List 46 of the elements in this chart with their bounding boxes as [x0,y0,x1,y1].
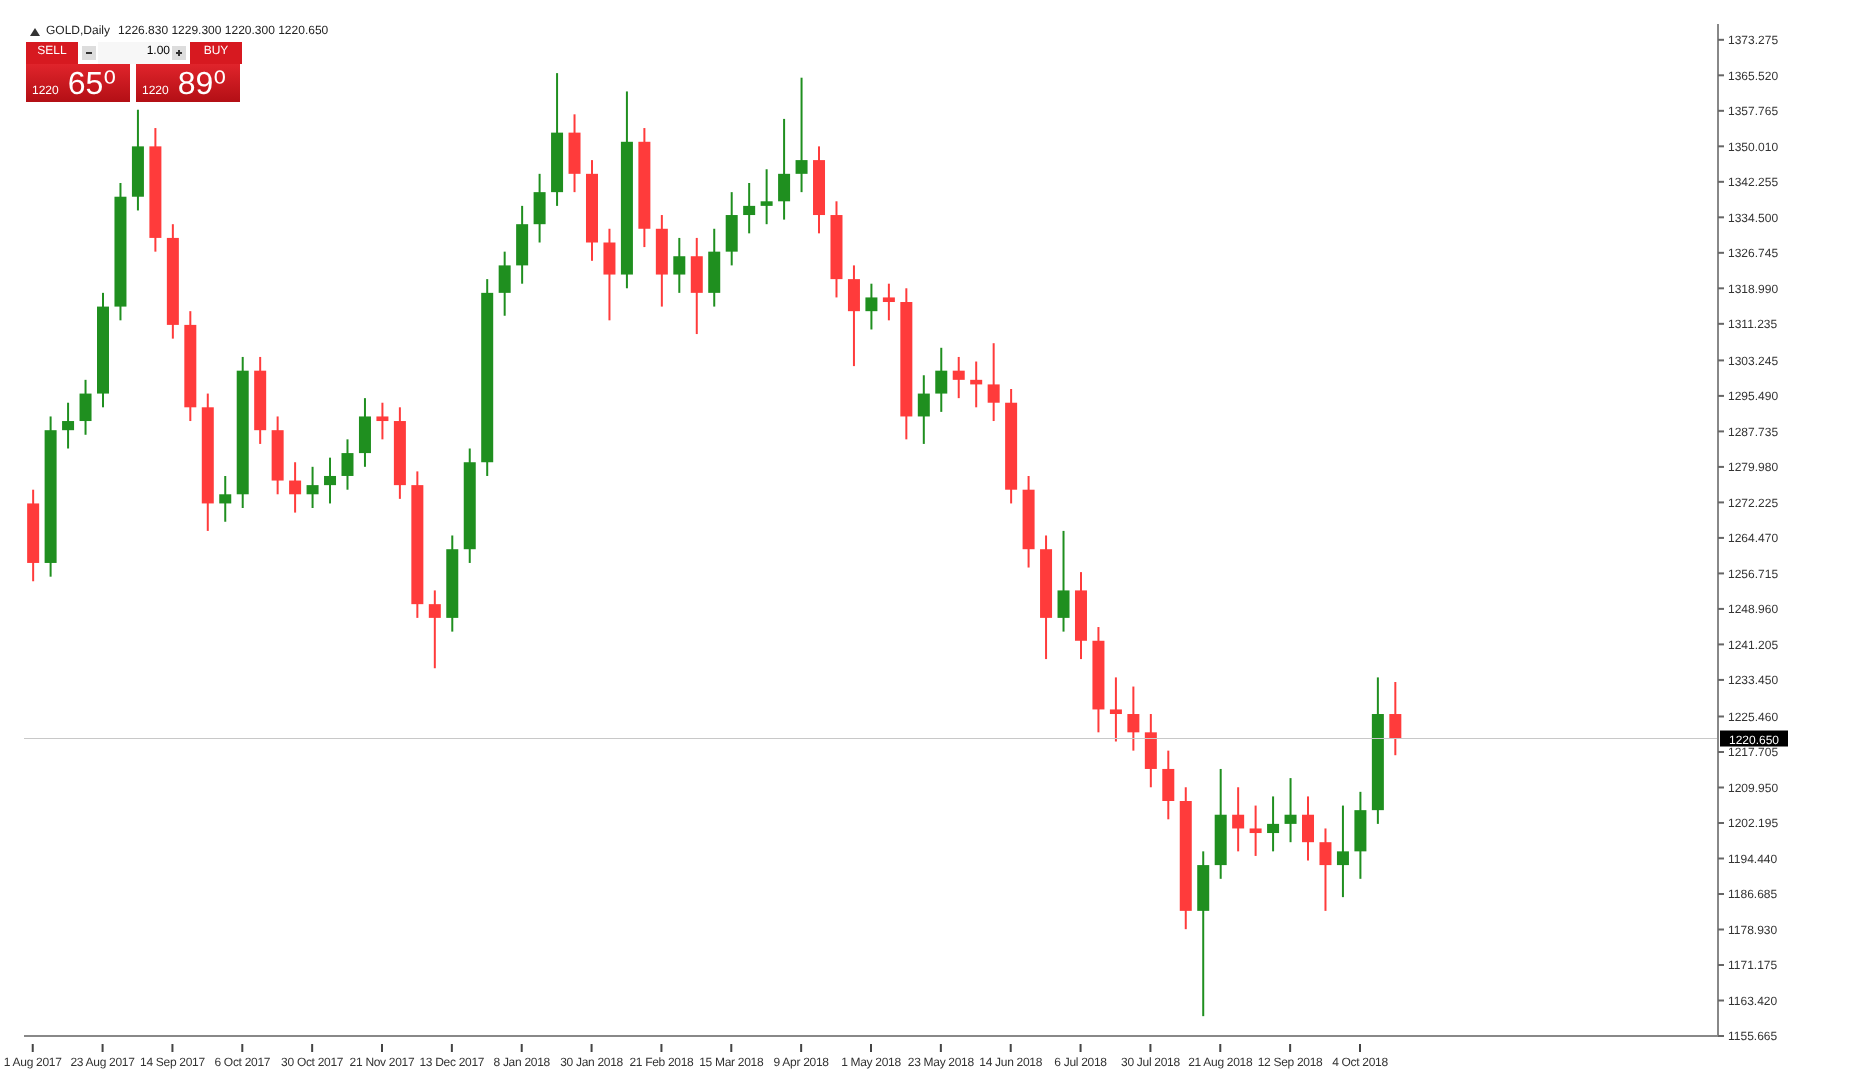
candlestick [690,236,703,336]
candlestick [708,227,721,308]
candlestick [778,117,791,221]
candlestick [987,342,1000,423]
candlestick [568,113,581,194]
candlestick [743,181,756,235]
candlestick [935,346,948,413]
candlestick [673,236,686,294]
candlestick [1232,786,1245,853]
candlestick [760,168,773,226]
candlestick [1302,795,1315,862]
candlestick [917,374,930,445]
candlestick [306,465,319,510]
candlestick [795,76,808,194]
candlestick [289,461,302,514]
candlestick [1284,777,1297,844]
candlestick [603,227,616,322]
candlestick [1109,676,1122,743]
candlestick [952,355,965,400]
candlestick [1197,850,1210,1018]
candlestick [324,456,337,505]
candlestick [79,378,92,436]
candlestick [428,589,441,670]
candlestick [1354,790,1367,880]
candlestick [1319,827,1332,912]
candlestick [358,397,371,468]
candlestick [376,401,389,441]
candlestick [516,204,529,285]
candlestick [1336,804,1349,899]
candlestick [1127,685,1140,752]
candlestick [1267,795,1280,853]
candlestick [219,474,232,523]
candlestick [533,172,546,244]
candlestick [1389,680,1402,757]
candlestick [1249,804,1262,857]
candlestick [1057,529,1070,633]
candlestick [1144,713,1157,789]
candlestick [655,214,668,308]
candlestick [1162,749,1175,821]
candlestick [882,282,895,322]
candlestick [341,438,354,491]
candlestick [498,250,511,317]
candlestick [847,264,860,368]
candlestick [725,191,738,267]
candlestick [62,401,75,450]
candlestick [865,282,878,331]
